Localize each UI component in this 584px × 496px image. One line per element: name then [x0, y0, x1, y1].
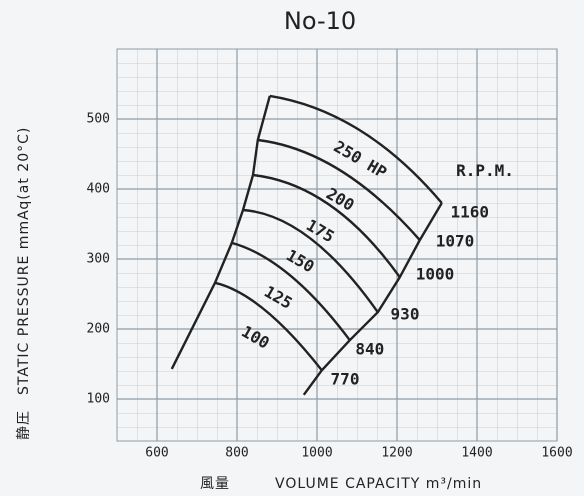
curve [170, 95, 271, 370]
curve [242, 208, 379, 313]
x-tick-label: 1400 [461, 446, 492, 461]
y-tick-label: 100 [87, 392, 110, 407]
x-tick-label: 1200 [381, 446, 412, 461]
plot-area [116, 48, 558, 442]
x-tick-label: 600 [145, 446, 168, 461]
x-tick-label: 1000 [301, 446, 332, 461]
x-axis-label-prefix: 風量 [200, 476, 230, 492]
annotation: R.P.M. [456, 161, 514, 180]
y-axis-label-prefix: 静圧 [16, 410, 32, 440]
curve [252, 173, 401, 278]
x-axis-label: VOLUME CAPACITY m³/min [275, 476, 482, 492]
y-tick-label: 300 [87, 252, 110, 267]
annotation: 840 [355, 340, 384, 359]
x-tick-label: 1600 [541, 446, 572, 461]
annotation: 1160 [451, 202, 490, 221]
annotation: 1000 [416, 265, 455, 284]
chart-title: No-10 [284, 7, 356, 35]
y-tick-label: 200 [87, 322, 110, 337]
curve [302, 202, 443, 396]
curve [257, 138, 421, 241]
annotation: 770 [331, 370, 360, 389]
curve [269, 94, 443, 204]
y-tick-label: 400 [87, 182, 110, 197]
y-tick-label: 500 [87, 112, 110, 127]
y-axis-label: STATIC PRESSURE mmAq(at 20°C) [16, 127, 32, 395]
annotation: 930 [391, 305, 420, 324]
x-tick-label: 800 [225, 446, 248, 461]
curve [231, 241, 351, 341]
curve [214, 281, 323, 372]
annotation: 1070 [436, 232, 475, 251]
